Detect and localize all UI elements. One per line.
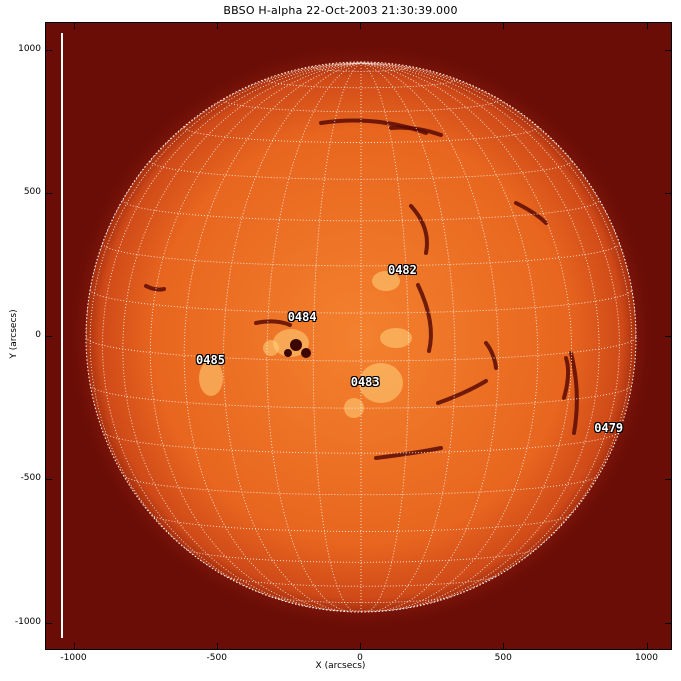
filament — [436, 379, 488, 405]
filament — [569, 351, 579, 435]
grid-line — [102, 431, 620, 454]
y-tick-label: 500 — [23, 186, 41, 197]
grid-line — [360, 62, 600, 610]
x-tick-mark — [73, 643, 75, 649]
filament — [254, 319, 292, 327]
y-axis-label: Y (arcsecs) — [9, 309, 19, 359]
grid-line — [89, 62, 362, 582]
solar-disk — [86, 62, 636, 612]
grid-line — [360, 62, 499, 612]
x-tick-mark — [646, 643, 648, 649]
grid-line — [225, 575, 497, 587]
grid-line — [223, 62, 362, 612]
grid-line — [360, 62, 573, 611]
x-tick-label: -500 — [206, 653, 227, 663]
grid-line — [269, 595, 453, 604]
x-tick-mark — [216, 643, 218, 649]
grid-line — [102, 62, 362, 604]
plage-region — [359, 363, 403, 403]
x-tick-mark — [360, 23, 361, 29]
y-tick-mark — [665, 479, 671, 481]
x-tick-mark — [216, 23, 218, 29]
sunspot — [301, 348, 311, 358]
filament — [514, 201, 548, 225]
grid-line — [360, 62, 539, 612]
y-tick-mark — [46, 479, 52, 481]
active-region-label: 0484 — [287, 310, 317, 325]
x-tick-mark — [646, 23, 648, 29]
filament — [484, 341, 498, 370]
grid-line — [223, 99, 499, 113]
grid-line — [266, 62, 362, 612]
y-tick-mark — [46, 622, 52, 624]
grid-line — [122, 62, 362, 610]
grid-line — [151, 514, 571, 532]
x-tick-label: 0 — [357, 653, 363, 663]
y-tick-mark — [665, 192, 671, 194]
sunspot — [290, 339, 302, 351]
y-tick-mark — [46, 192, 52, 194]
grid-line — [89, 385, 633, 409]
grid-line — [184, 548, 538, 563]
x-tick-mark — [503, 23, 505, 29]
x-tick-label: -1000 — [60, 653, 87, 663]
grid-line — [312, 62, 362, 612]
filament — [416, 283, 433, 353]
x-tick-mark — [73, 23, 75, 29]
y-tick-mark — [665, 336, 671, 337]
grid-line — [102, 243, 620, 267]
grid-line — [360, 62, 633, 582]
filament — [144, 284, 166, 292]
plage-region — [372, 271, 400, 291]
y-tick-mark — [665, 622, 671, 624]
active-region-label: 0479 — [594, 420, 624, 435]
plage-region — [380, 328, 412, 348]
active-region-label: 0483 — [350, 374, 380, 389]
filament — [562, 356, 571, 400]
grid-line — [360, 62, 620, 604]
filament — [409, 204, 429, 255]
y-tick-label: -500 — [20, 473, 41, 484]
plage-region — [344, 398, 364, 418]
grid-line — [149, 62, 362, 611]
x-tick-label: 1000 — [635, 653, 658, 663]
x-tick-mark — [360, 643, 361, 649]
disk-limb — [85, 61, 637, 613]
plage-region — [199, 360, 223, 396]
x-tick-label: 500 — [494, 653, 512, 663]
y-tick-label: 0 — [35, 330, 41, 340]
y-tick-mark — [46, 49, 52, 51]
y-tick-label: -1000 — [14, 616, 41, 627]
image-title: BBSO H-alpha 22-Oct-2003 21:30:39.000 — [223, 4, 458, 17]
y-tick-mark — [46, 336, 52, 337]
plage-region — [263, 340, 279, 356]
y-tick-mark — [665, 49, 671, 51]
sunspot — [284, 349, 292, 357]
x-axis-label: X (arcsecs) — [315, 661, 366, 671]
active-region-label: 0485 — [196, 353, 225, 368]
solar-image: 0482 0484 0485 0483 0479 — [45, 22, 672, 650]
x-tick-mark — [503, 643, 505, 649]
grid-line — [183, 62, 362, 612]
sun-disk — [61, 33, 656, 638]
y-tick-label: 1000 — [18, 43, 41, 54]
grid-line — [360, 62, 410, 612]
grid-line — [360, 62, 456, 612]
active-region-label: 0482 — [387, 263, 417, 278]
